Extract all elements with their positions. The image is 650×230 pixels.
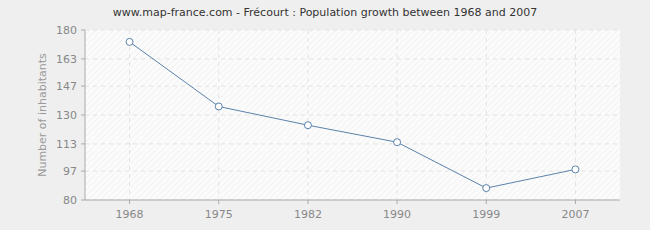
- chart: www.map-france.com - Frécourt : Populati…: [0, 0, 650, 230]
- y-axis: [85, 30, 86, 200]
- tick-label: 80: [63, 194, 77, 207]
- tick-label: 1999: [472, 208, 500, 221]
- tick: [129, 200, 130, 204]
- point: [483, 185, 490, 192]
- title: www.map-france.com - Frécourt : Populati…: [113, 6, 537, 19]
- point: [394, 139, 401, 146]
- tick: [81, 115, 85, 116]
- tick-label: 113: [56, 138, 77, 151]
- grid-line: [85, 143, 620, 144]
- grid-line: [85, 115, 620, 116]
- line: [130, 42, 576, 188]
- tick-label: 130: [56, 109, 77, 122]
- point: [215, 103, 222, 110]
- tick: [81, 171, 85, 172]
- tick-label: 147: [56, 80, 77, 93]
- grid-line: [85, 171, 620, 172]
- grid-line: [307, 30, 308, 200]
- x-axis: [85, 200, 620, 201]
- tick: [81, 143, 85, 144]
- grid-line: [85, 86, 620, 87]
- tick-label: 1982: [294, 208, 322, 221]
- grid-line: [486, 30, 487, 200]
- axis-label: Number of inhabitants: [36, 53, 49, 177]
- tick-label: 1968: [116, 208, 144, 221]
- series: [126, 38, 579, 191]
- tick-label: 180: [56, 24, 77, 37]
- tick-label: 1990: [383, 208, 411, 221]
- grid-line: [85, 58, 620, 59]
- tick: [81, 200, 85, 201]
- tick-label: 2007: [561, 208, 589, 221]
- grid-line: [575, 30, 576, 200]
- tick: [81, 30, 85, 31]
- tick: [575, 200, 576, 204]
- point: [572, 166, 579, 173]
- tick-label: 1975: [205, 208, 233, 221]
- tick: [218, 200, 219, 204]
- grid-line: [85, 200, 620, 201]
- grid-line: [397, 30, 398, 200]
- grid-line: [218, 30, 219, 200]
- tick: [81, 58, 85, 59]
- point: [126, 38, 133, 45]
- tick-label: 163: [56, 53, 77, 66]
- tick: [397, 200, 398, 204]
- plot-area: [85, 30, 620, 200]
- tick: [81, 86, 85, 87]
- point: [304, 122, 311, 129]
- tick: [486, 200, 487, 204]
- tick-label: 97: [63, 165, 77, 178]
- tick: [307, 200, 308, 204]
- grid-line: [129, 30, 130, 200]
- grid-line: [85, 30, 620, 31]
